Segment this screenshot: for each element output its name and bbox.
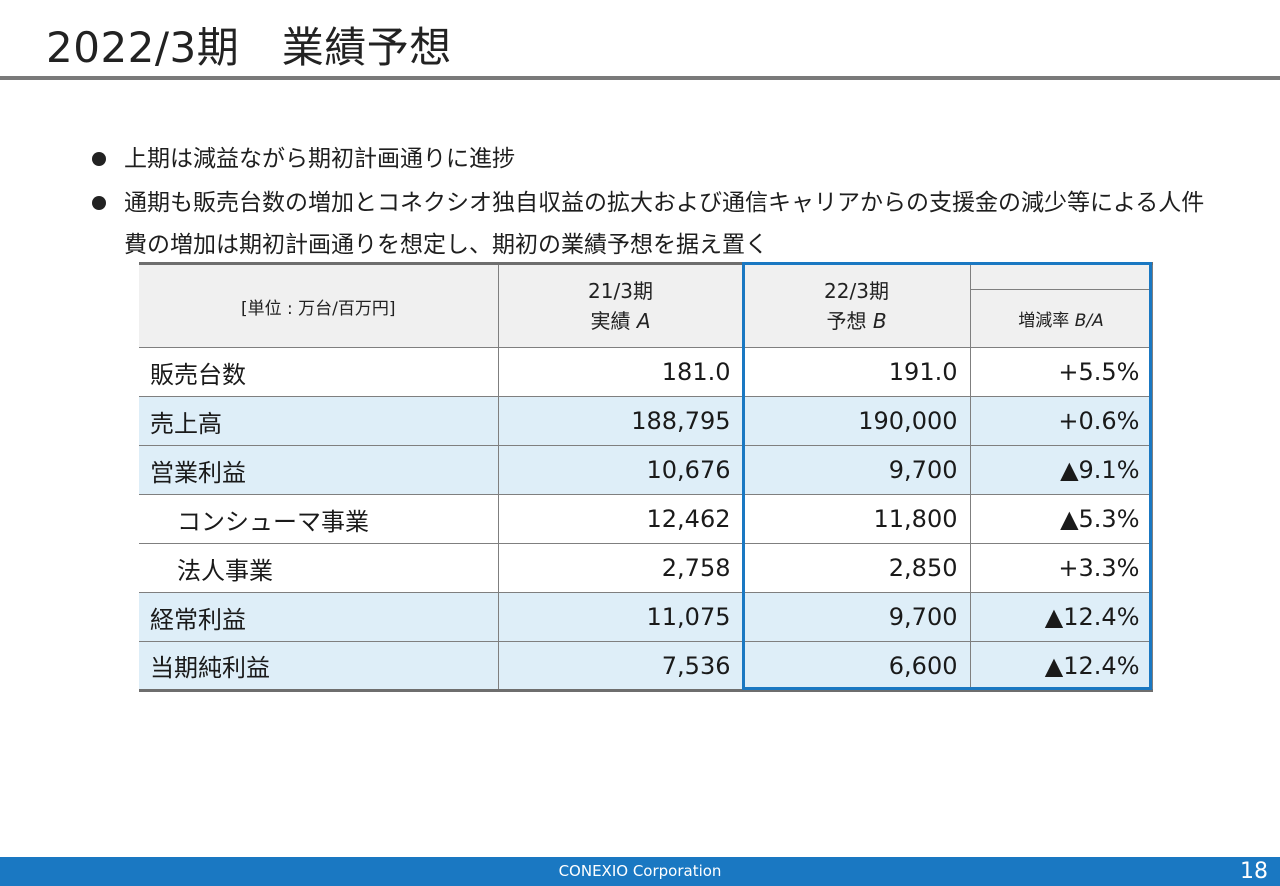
title-divider <box>0 76 1280 80</box>
actual-value: 7,536 <box>497 641 744 692</box>
change-rate: +3.3% <box>969 543 1153 593</box>
row-label: コンシューマ事業 <box>139 494 499 544</box>
change-rate: ▲12.4% <box>969 592 1153 642</box>
row-label: 法人事業 <box>139 543 499 593</box>
slide-title: 2022/3期 業績予想 <box>46 23 452 72</box>
header-rate: 増減率 B/A <box>970 289 1153 348</box>
bullet-text: 通期も販売台数の増加とコネクシオ独自収益の拡大および通信キャリアからの支援金の減… <box>124 190 1205 258</box>
change-rate: ▲5.3% <box>969 494 1153 544</box>
table-row: 当期純利益 7,536 6,600 ▲12.4% <box>139 641 1153 692</box>
actual-value: 11,075 <box>497 592 744 642</box>
table-row: 法人事業 2,758 2,850 +3.3% <box>139 543 1153 593</box>
change-rate: +0.6% <box>969 396 1153 446</box>
change-rate: ▲12.4% <box>969 641 1153 692</box>
forecast-value: 9,700 <box>742 592 971 642</box>
bullet-item: 通期も販売台数の増加とコネクシオ独自収益の拡大および通信キャリアからの支援金の減… <box>90 182 1220 266</box>
actual-value: 2,758 <box>497 543 744 593</box>
row-label: 売上高 <box>139 396 499 446</box>
actual-value: 12,462 <box>497 494 744 544</box>
forecast-table-container: [単位 : 万台/百万円] 21/3期 実績 A 22/3期 予想 B 増減率 … <box>139 262 1153 692</box>
page-number: 18 <box>1240 859 1268 884</box>
change-rate: ▲9.1% <box>969 445 1153 495</box>
forecast-value: 6,600 <box>742 641 971 692</box>
row-label: 営業利益 <box>139 445 499 495</box>
header-actual-kind: 実績 A <box>590 309 651 333</box>
actual-value: 181.0 <box>497 347 744 397</box>
table-row: コンシューマ事業 12,462 11,800 ▲5.3% <box>139 494 1153 544</box>
forecast-table: [単位 : 万台/百万円] 21/3期 実績 A 22/3期 予想 B 増減率 … <box>139 262 1153 692</box>
bullet-dot-icon <box>92 196 106 210</box>
header-forecast-period: 22/3期 <box>824 279 889 303</box>
table-row: 販売台数 181.0 191.0 +5.5% <box>139 347 1153 397</box>
row-label: 当期純利益 <box>139 641 499 692</box>
bullet-item: 上期は減益ながら期初計画通りに進捗 <box>90 138 1220 180</box>
unit-label: [単位 : 万台/百万円] <box>139 262 499 348</box>
header-actual: 21/3期 実績 A <box>497 262 744 348</box>
actual-value: 10,676 <box>497 445 744 495</box>
row-label: 経常利益 <box>139 592 499 642</box>
footer-company: CONEXIO Corporation <box>558 862 722 880</box>
row-label: 販売台数 <box>139 347 499 397</box>
bullet-list: 上期は減益ながら期初計画通りに進捗 通期も販売台数の増加とコネクシオ独自収益の拡… <box>90 138 1220 266</box>
footer-bar: CONEXIO Corporation 18 <box>0 857 1280 886</box>
forecast-value: 2,850 <box>742 543 971 593</box>
forecast-value: 191.0 <box>742 347 971 397</box>
header-forecast-kind: 予想 B <box>826 309 887 333</box>
table-row: 売上高 188,795 190,000 +0.6% <box>139 396 1153 446</box>
bullet-dot-icon <box>92 152 106 166</box>
table-row: 経常利益 11,075 9,700 ▲12.4% <box>139 592 1153 642</box>
header-forecast: 22/3期 予想 B <box>742 262 971 348</box>
header-rate-spacer <box>969 262 1153 290</box>
forecast-value: 190,000 <box>742 396 971 446</box>
forecast-value: 11,800 <box>742 494 971 544</box>
table-row: 営業利益 10,676 9,700 ▲9.1% <box>139 445 1153 495</box>
bullet-text: 上期は減益ながら期初計画通りに進捗 <box>124 146 515 172</box>
header-actual-period: 21/3期 <box>588 279 653 303</box>
change-rate: +5.5% <box>969 347 1153 397</box>
forecast-value: 9,700 <box>742 445 971 495</box>
actual-value: 188,795 <box>497 396 744 446</box>
